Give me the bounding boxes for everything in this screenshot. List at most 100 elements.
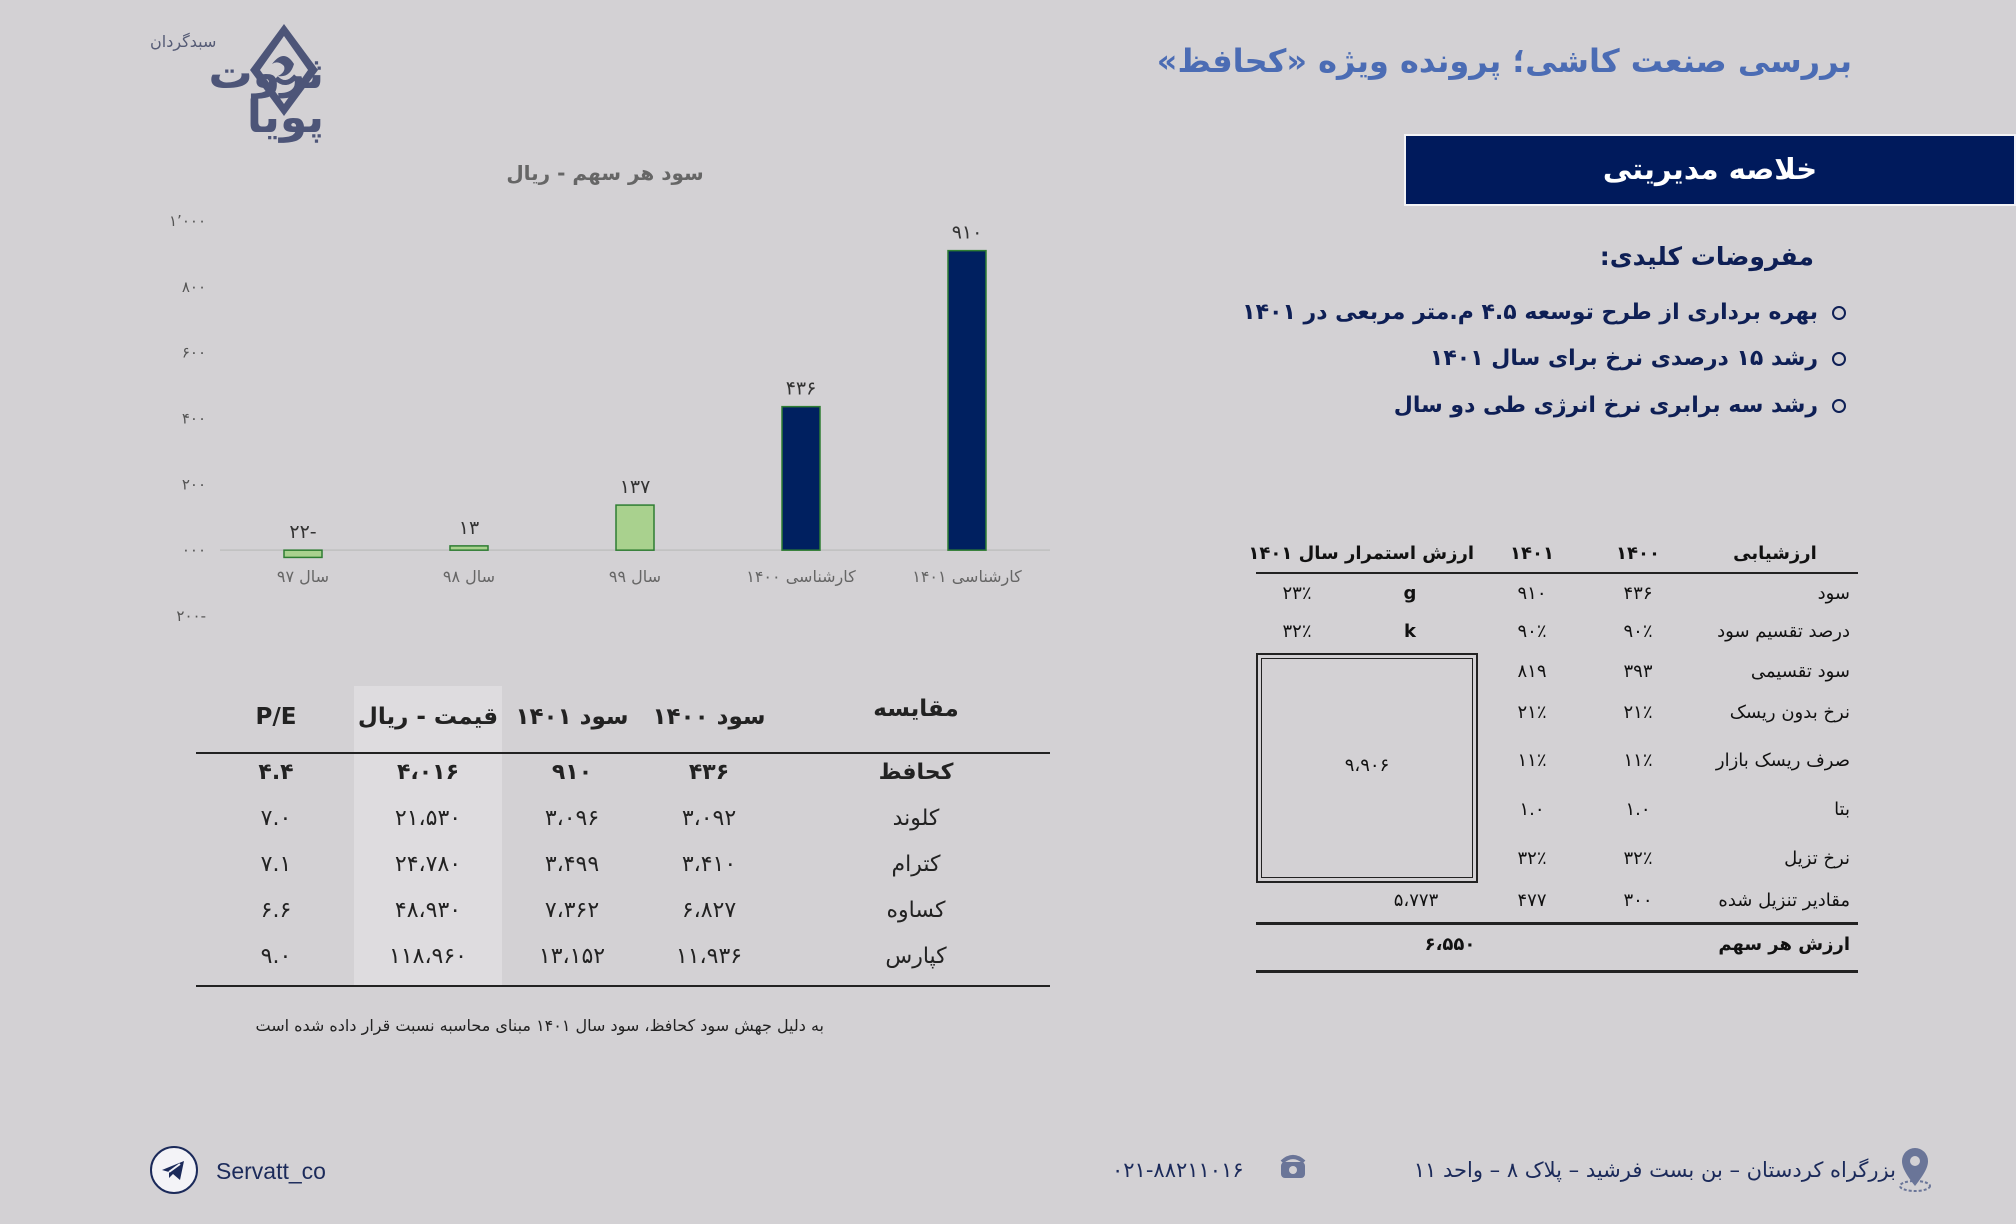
bar (449, 545, 489, 551)
terminal-value-box (1256, 653, 1478, 883)
valuation-header: ۱۴۰۰ (1616, 543, 1660, 564)
valuation-1401: ۴۷۷ (1517, 890, 1547, 911)
table-rule (196, 985, 1050, 987)
valuation-row-label: سود تقسیمی (1750, 661, 1850, 682)
comparison-cell: ۳،۰۹۶ (544, 806, 600, 831)
comparison-header: سود ۱۴۰۰ (652, 704, 766, 730)
comparison-cell: کترام (891, 852, 941, 877)
comparison-cell: ۴۳۶ (688, 760, 730, 785)
valuation-1401: ۱۱٪ (1517, 750, 1547, 771)
y-tick-label: ۲۰۰ (182, 475, 206, 493)
valuation-1401: ۹۰٪ (1517, 621, 1547, 642)
per-share-label: ارزش هر سهم (1718, 934, 1850, 955)
y-tick-label: ۲۰۰- (176, 607, 206, 625)
bullet-circle-icon (1832, 399, 1846, 413)
comparison-cell: ۲۴،۷۸۰ (394, 852, 462, 877)
eps-bar-chart: سود هر سهم - ریال ۲۰۰- ۰۰۰ ۲۰۰ ۴۰۰ ۶۰۰ ۸۰۰ ۱٬۰۰… (169, 161, 1050, 625)
comparison-header: مقایسه (873, 696, 959, 722)
valuation-1400: ۳۹۳ (1623, 661, 1653, 682)
valuation-row-label: نرخ بدون ریسک (1729, 702, 1850, 723)
valuation-1400: ۱.۰ (1625, 799, 1651, 820)
comparison-cell: ۱۱۸،۹۶۰ (389, 944, 467, 969)
location-pin-icon (1898, 1146, 1932, 1194)
terminal-discounted-value: ۵،۷۷۳ (1393, 890, 1439, 911)
price-column-shade (354, 686, 502, 986)
comparison-cell: ۶،۸۲۷ (681, 898, 737, 923)
comparison-cell: ۳،۴۹۹ (544, 852, 600, 877)
valuation-row-label: درصد تقسیم سود (1717, 621, 1850, 642)
comparison-footnote: به دلیل جهش سود کحافظ، سود سال ۱۴۰۱ مبنا… (255, 1016, 825, 1035)
comparison-cell: ۹.۰ (260, 944, 292, 969)
comparison-cell: ۲۱،۵۳۰ (394, 806, 462, 831)
per-share-value: ۶،۵۵۰ (1424, 934, 1476, 955)
bar-value-label: ۴۳۶ (786, 378, 817, 400)
comparison-cell: ۷.۱ (260, 852, 292, 877)
valuation-row-label: سود (1817, 583, 1850, 604)
discount-rate-value: ۳۲٪ (1282, 621, 1312, 642)
valuation-1400: ۴۳۶ (1623, 583, 1653, 604)
bar-value-label: ۱۳ (459, 517, 479, 539)
assumption-item: رشد ۱۵ درصدی نرخ برای سال ۱۴۰۱ (1430, 346, 1846, 371)
y-tick-label: ۶۰۰ (182, 344, 206, 362)
logo-mark-icon (250, 24, 318, 116)
table-rule (1256, 970, 1858, 973)
assumption-item: رشد سه برابری نرخ انرژی طی دو سال (1394, 393, 1846, 418)
telegram-handle[interactable]: Servatt_co (216, 1158, 326, 1184)
logo-top-text: سبدگردان (150, 32, 217, 51)
valuation-1401: ۹۱۰ (1517, 583, 1547, 604)
summary-banner: خلاصه مدیریتی (1404, 134, 2016, 206)
valuation-1400: ۳۰۰ (1623, 890, 1653, 911)
chart-title: سود هر سهم - ریال (506, 161, 703, 185)
growth-value: ۲۳٪ (1282, 583, 1312, 604)
comparison-cell: کپارس (885, 944, 947, 969)
valuation-header: ۱۴۰۱ (1510, 543, 1554, 564)
bullet-circle-icon (1832, 352, 1846, 366)
comparison-cell: ۱۳،۱۵۲ (538, 944, 606, 969)
valuation-row-label: مقادیر تنزیل شده (1718, 890, 1850, 911)
comparison-cell: کساوه (886, 898, 946, 923)
company-logo: سبدگردان ثروت پویا (144, 20, 324, 140)
comparison-cell: ۴.۴ (258, 760, 294, 785)
valuation-1400: ۱۱٪ (1623, 750, 1653, 771)
valuation-1401: ۳۲٪ (1517, 848, 1547, 869)
comparison-cell: ۴،۰۱۶ (396, 760, 460, 785)
valuation-row-label: بتا (1834, 799, 1850, 820)
comparison-cell: کحافظ (878, 760, 954, 785)
page-title: بررسی صنعت کاشی؛ پرونده ویژه «کحافظ» (1156, 42, 1852, 80)
valuation-row-label: صرف ریسک بازار (1715, 750, 1850, 771)
table-rule (1256, 572, 1858, 574)
valuation-1400: ۲۱٪ (1623, 702, 1653, 723)
valuation-1400: ۳۲٪ (1623, 848, 1653, 869)
assumptions-title: مفروضات کلیدی: (1599, 242, 1814, 271)
bar (615, 504, 655, 551)
bar-value-label: ۲۲- (289, 521, 316, 543)
table-rule (1256, 922, 1858, 925)
eps-chart: سود هر سهم - ریال ۲۰۰- ۰۰۰ ۲۰۰ ۴۰۰ ۶۰۰ ۸۰۰ ۱٬۰۰… (140, 150, 1070, 630)
summary-banner-title: خلاصه مدیریتی (1602, 152, 1818, 186)
comparison-header: P/E (255, 704, 297, 730)
telegram-icon[interactable] (150, 1146, 198, 1194)
office-address: بزرگراه کردستان – بن بست فرشید – پلاک ۸ … (1413, 1158, 1896, 1182)
x-tick-label: سال ۹۹ (609, 567, 661, 586)
valuation-1401: ۸۱۹ (1517, 661, 1547, 682)
valuation-1401: ۱.۰ (1519, 799, 1545, 820)
y-tick-label: ۸۰۰ (182, 278, 206, 296)
comparison-cell: کلوند (892, 806, 940, 831)
bullet-circle-icon (1832, 306, 1846, 320)
valuation-header: ارزش استمرار سال ۱۴۰۱ (1248, 543, 1474, 564)
growth-label: g (1403, 583, 1417, 604)
table-rule (196, 752, 1050, 754)
comparison-cell: ۷،۳۶۲ (544, 898, 600, 923)
phone-icon (1278, 1152, 1308, 1182)
comparison-header: سود ۱۴۰۱ (515, 704, 629, 730)
comparison-header: قیمت - ریال (357, 704, 499, 730)
bar (283, 549, 323, 559)
y-tick-label: ۱٬۰۰۰ (169, 212, 206, 230)
comparison-cell: ۶.۶ (260, 898, 292, 923)
comparison-cell: ۴۸،۹۳۰ (394, 898, 462, 923)
discount-rate-label: k (1404, 621, 1416, 642)
comparison-cell: ۳،۰۹۲ (681, 806, 737, 831)
phone-number[interactable]: ۰۲۱-۸۸۲۱۱۰۱۶ (1112, 1158, 1244, 1182)
x-tick-label: کارشناسی ۱۴۰۰ (746, 567, 856, 587)
bar (781, 405, 821, 551)
